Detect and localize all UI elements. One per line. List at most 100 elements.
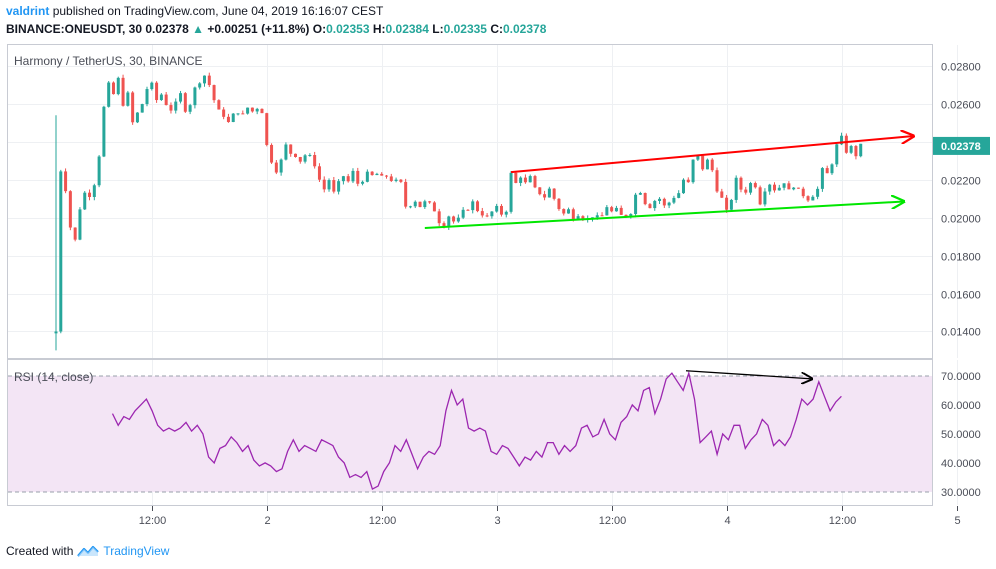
candle-body: [452, 216, 456, 222]
candle-body: [116, 77, 120, 95]
candle-body: [816, 188, 820, 197]
rsi-band-group: [8, 375, 932, 493]
candle-body: [773, 184, 776, 191]
candle-body: [523, 177, 527, 183]
rsi-tick-label: 50.0000: [941, 429, 981, 441]
high-label: H:: [372, 22, 386, 36]
candle-body: [744, 189, 748, 193]
created-with-text: Created with: [6, 544, 74, 558]
candle-body: [499, 205, 503, 215]
candle-body: [638, 193, 642, 195]
candle-body: [811, 196, 815, 201]
candle-body: [68, 191, 72, 228]
candle-body: [217, 100, 221, 110]
candle-body: [662, 198, 666, 206]
candle-body: [54, 331, 58, 334]
candle-body: [701, 155, 705, 170]
candle-body: [739, 177, 743, 190]
candle-body: [135, 112, 139, 123]
candle-body: [337, 181, 341, 192]
price-chart-title: Harmony / TetherUS, 30, BINANCE: [14, 54, 203, 68]
candle-body: [509, 172, 513, 212]
candle-body: [514, 172, 518, 183]
candle-body: [92, 185, 96, 197]
candle-body: [466, 209, 470, 211]
candle-body: [202, 75, 206, 84]
candle-body: [471, 201, 475, 211]
candle-body: [710, 159, 714, 171]
candle-body: [308, 154, 312, 156]
candle-body: [715, 170, 719, 192]
candle-body: [303, 155, 307, 162]
price-tick-label: 0.02000: [941, 214, 981, 226]
price-tick-label: 0.01600: [941, 290, 981, 302]
candle-body: [250, 107, 254, 112]
candle-body: [212, 85, 216, 101]
candle-body: [394, 179, 398, 181]
candle-body: [729, 199, 733, 210]
candle-body: [126, 92, 130, 106]
time-tick-label: 5: [954, 515, 960, 527]
candle-body: [734, 177, 738, 200]
axes: 0.028000.026000.024000.022000.020000.018…: [139, 62, 990, 527]
candle-body: [854, 146, 858, 157]
candle-body: [59, 171, 63, 332]
change-value: +0.00251 (+11.8%): [207, 22, 310, 36]
candle-body: [796, 187, 800, 189]
candle-body: [840, 135, 844, 145]
candle-body: [231, 113, 235, 123]
footer: Created with TradingView: [6, 544, 169, 558]
candle-body: [150, 82, 154, 90]
close-label: C:: [490, 22, 503, 36]
candle-body: [351, 170, 355, 182]
candle-body: [341, 176, 345, 182]
candle-body: [155, 82, 159, 101]
time-tick-label: 12:00: [369, 515, 397, 527]
rsi-band: [8, 375, 932, 492]
candle-body: [399, 179, 403, 182]
candle-body: [859, 143, 863, 157]
candle-body: [389, 176, 393, 181]
candle-body: [820, 168, 824, 189]
candle-body: [835, 144, 839, 165]
candle-body: [806, 196, 810, 201]
tradingview-link[interactable]: TradingView: [103, 544, 170, 558]
candle-body: [346, 176, 350, 182]
candle-body: [830, 164, 834, 174]
candle-body: [413, 201, 417, 207]
candle-body: [356, 170, 360, 184]
candle-body: [667, 202, 671, 206]
candle-body: [365, 171, 369, 182]
candle-body: [485, 215, 489, 217]
rsi-tick-label: 70.0000: [941, 371, 981, 383]
ohlc-line: BINANCE:ONEUSDT, 30 0.02378 ▲ +0.00251 (…: [6, 22, 546, 36]
price-tick-label: 0.02800: [941, 62, 981, 74]
candle-body: [432, 202, 436, 212]
candle-body: [749, 183, 753, 193]
author-link[interactable]: valdrint: [6, 4, 50, 18]
candle-body: [279, 159, 283, 173]
candle-body: [64, 171, 68, 192]
candle-body: [198, 83, 202, 88]
candle-body: [552, 188, 556, 199]
candle-body: [476, 201, 480, 212]
candle-body: [404, 181, 408, 207]
rsi-line-group: [111, 370, 842, 491]
candle-body: [792, 187, 796, 190]
candle-body: [648, 204, 652, 209]
candle-body: [447, 216, 451, 228]
rsi-line: [111, 370, 842, 491]
candle-body: [691, 159, 695, 183]
candle-body: [610, 207, 614, 212]
candle-body: [121, 77, 125, 106]
open-label: O:: [312, 22, 327, 36]
candle-body: [538, 187, 542, 195]
time-tick-label: 3: [494, 515, 500, 527]
candle-body: [140, 104, 144, 113]
candle-body: [844, 135, 848, 153]
price-tick-label: 0.02600: [941, 100, 981, 112]
candle-body: [428, 201, 432, 203]
rsi-tick-label: 30.0000: [941, 487, 981, 499]
candle-body: [73, 227, 77, 240]
